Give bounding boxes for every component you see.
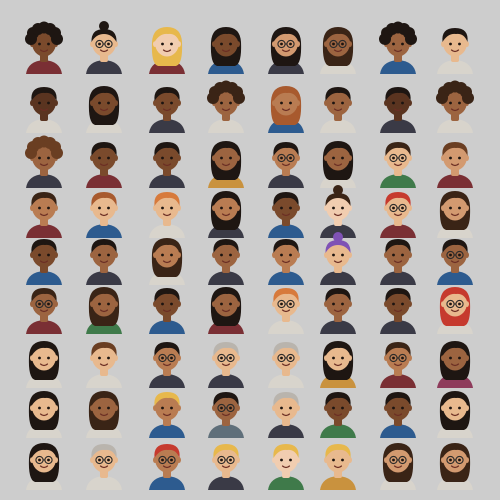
avatar (310, 18, 366, 74)
avatar (427, 182, 483, 238)
avatar (310, 77, 366, 133)
avatar (16, 229, 72, 285)
avatar (76, 332, 132, 388)
avatar (258, 332, 314, 388)
avatar (198, 434, 254, 490)
avatar (427, 18, 483, 74)
avatar (427, 132, 483, 188)
avatar (139, 18, 195, 74)
avatar (198, 382, 254, 438)
avatar (76, 182, 132, 238)
avatar (310, 278, 366, 334)
avatar (16, 382, 72, 438)
avatar (310, 434, 366, 490)
avatar (198, 18, 254, 74)
avatar (16, 182, 72, 238)
avatar (139, 278, 195, 334)
avatar (76, 434, 132, 490)
avatar (370, 382, 426, 438)
avatar (76, 229, 132, 285)
avatar (139, 77, 195, 133)
avatar (427, 332, 483, 388)
avatar (427, 278, 483, 334)
avatar (310, 132, 366, 188)
avatar (258, 77, 314, 133)
avatar (139, 182, 195, 238)
avatar (370, 332, 426, 388)
avatar (76, 77, 132, 133)
avatar (370, 132, 426, 188)
avatar (76, 132, 132, 188)
avatar (258, 229, 314, 285)
avatar (427, 382, 483, 438)
avatar (310, 229, 366, 285)
avatar (198, 77, 254, 133)
avatar (427, 434, 483, 490)
avatar (139, 332, 195, 388)
avatar (139, 132, 195, 188)
avatar (310, 332, 366, 388)
avatar (258, 434, 314, 490)
avatar (16, 132, 72, 188)
avatar (76, 18, 132, 74)
avatar (370, 77, 426, 133)
avatar (258, 132, 314, 188)
avatar (16, 77, 72, 133)
avatar (198, 229, 254, 285)
avatar (16, 434, 72, 490)
avatar (370, 434, 426, 490)
avatar (370, 182, 426, 238)
avatar (370, 229, 426, 285)
avatar (427, 229, 483, 285)
avatar (16, 332, 72, 388)
avatar (198, 278, 254, 334)
avatar (370, 18, 426, 74)
avatar (258, 18, 314, 74)
avatar (139, 382, 195, 438)
avatar (16, 18, 72, 74)
avatar (370, 278, 426, 334)
avatar (310, 382, 366, 438)
avatar (139, 434, 195, 490)
avatar (258, 278, 314, 334)
avatar (198, 132, 254, 188)
avatar (198, 332, 254, 388)
avatar (258, 382, 314, 438)
avatar (76, 382, 132, 438)
avatar (310, 182, 366, 238)
avatar (258, 182, 314, 238)
avatar (198, 182, 254, 238)
avatar (16, 278, 72, 334)
avatar (76, 278, 132, 334)
avatar (427, 77, 483, 133)
avatar (139, 229, 195, 285)
